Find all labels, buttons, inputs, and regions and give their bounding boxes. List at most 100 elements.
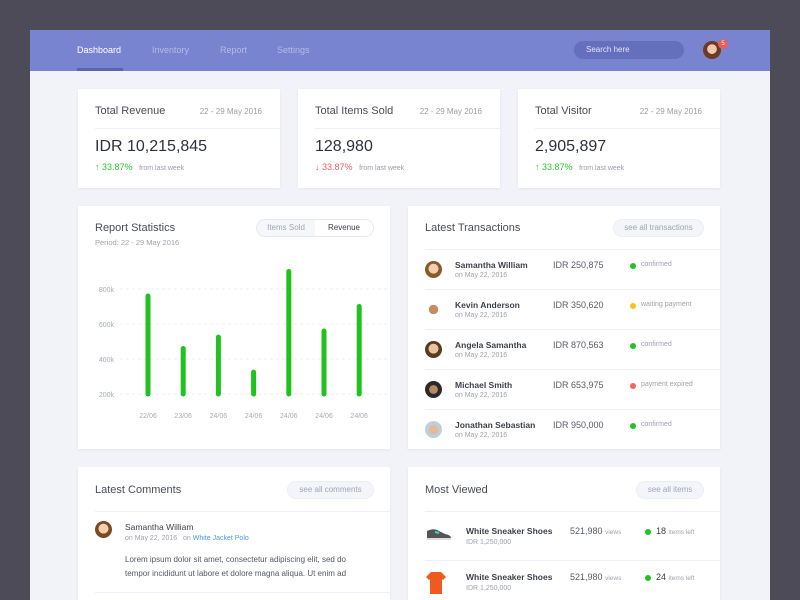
x-tick-label: 23/06 xyxy=(174,413,192,420)
toggle-items-sold[interactable]: Items Sold xyxy=(257,220,315,236)
transaction-date: on May 22, 2016 xyxy=(455,432,508,439)
stat-change: ↑ 33.87% from last week xyxy=(535,162,624,172)
divider xyxy=(315,128,500,129)
avatar xyxy=(425,301,442,318)
transaction-row[interactable]: Michael Smith on May 22, 2016 IDR 653,97… xyxy=(408,370,720,410)
notification-badge: 5 xyxy=(718,39,728,49)
user-avatar[interactable] xyxy=(703,41,721,59)
transaction-status: waiting payment xyxy=(641,301,692,308)
comment-meta: on May 22, 2016 on White Jacket Polo xyxy=(125,535,249,542)
see-all-comments-button[interactable]: see all comments xyxy=(287,481,374,499)
toggle-revenue[interactable]: Revenue xyxy=(315,220,373,236)
comment-author: Samantha William xyxy=(125,522,194,532)
arrow-up-icon: ↑ xyxy=(95,162,100,172)
x-tick-label: 24/06 xyxy=(210,413,228,420)
avatar xyxy=(425,381,442,398)
comment-item-link[interactable]: White Jacket Polo xyxy=(192,535,249,542)
see-all-transactions-button[interactable]: see all transactions xyxy=(613,219,704,237)
transaction-status: confirmed xyxy=(641,261,672,268)
views-label: views xyxy=(605,575,622,582)
status-dot xyxy=(630,343,636,349)
product-price: IDR 1,250,000 xyxy=(466,539,512,546)
view-count-wrap: 521,980 views xyxy=(570,526,621,536)
y-tick-label: 600k xyxy=(99,322,115,329)
nav-inventory[interactable]: Inventory xyxy=(152,45,190,55)
x-tick-label: 24/06 xyxy=(350,413,368,420)
view-count: 521,980 xyxy=(570,526,603,536)
items-left-label: items left xyxy=(668,529,695,536)
stat-title: Total Revenue xyxy=(95,105,166,117)
change-caption: from last week xyxy=(139,165,185,172)
nav-dashboard[interactable]: Dashboard xyxy=(77,45,122,55)
y-tick-label: 400k xyxy=(99,357,115,364)
transaction-row[interactable]: Angela Samantha on May 22, 2016 IDR 870,… xyxy=(408,330,720,370)
stat-card: Total Visitor 22 - 29 May 2016 2,905,897… xyxy=(518,89,720,188)
stat-date: 22 - 29 May 2016 xyxy=(639,107,702,116)
divider xyxy=(535,128,720,129)
transaction-amount: IDR 870,563 xyxy=(553,340,604,350)
comment-text-line: tempor incididunt ut labore et dolore ma… xyxy=(125,569,347,578)
transaction-row[interactable]: Jonathan Sebastian on May 22, 2016 IDR 9… xyxy=(408,410,720,450)
divider xyxy=(425,409,720,410)
stat-title: Total Visitor xyxy=(535,105,592,117)
status-dot xyxy=(630,303,636,309)
transaction-amount: IDR 350,620 xyxy=(553,300,604,310)
stock-dot xyxy=(645,575,651,581)
tshirt-icon xyxy=(425,571,447,600)
stat-value: IDR 10,215,845 xyxy=(95,138,208,155)
nav-report[interactable]: Report xyxy=(220,45,248,55)
card-title: Latest Comments xyxy=(95,484,182,496)
x-tick-label: 24/06 xyxy=(315,413,333,420)
y-tick-label: 200k xyxy=(99,392,115,399)
card-title: Most Viewed xyxy=(425,484,488,496)
change-percent: 33.87% xyxy=(542,162,573,172)
search-input[interactable]: Search here xyxy=(574,41,684,59)
transaction-row[interactable]: Samantha William on May 22, 2016 IDR 250… xyxy=(408,250,720,290)
stock-wrap: 18 items left xyxy=(656,526,695,536)
most-viewed-card: Most Viewed see all items White Sneaker … xyxy=(408,467,720,600)
nav-settings[interactable]: Settings xyxy=(277,45,310,55)
stat-change: ↑ 33.87% from last week xyxy=(95,162,184,172)
transaction-row[interactable]: Kevin Anderson on May 22, 2016 IDR 350,6… xyxy=(408,290,720,330)
revenue-bar-chart: 200k 400k 600k 800k 22/06 23/06 24/06 24/06 24/0… xyxy=(99,269,390,420)
latest-comments-card: Latest Comments see all comments Samanth… xyxy=(78,467,390,600)
transaction-amount: IDR 950,000 xyxy=(553,420,604,430)
avatar xyxy=(425,421,442,438)
stat-date: 22 - 29 May 2016 xyxy=(199,107,262,116)
product-name: White Sneaker Shoes xyxy=(466,572,553,582)
transaction-date: on May 22, 2016 xyxy=(455,392,508,399)
product-price: IDR 1,250,000 xyxy=(466,585,512,592)
report-statistics-card: Report Statistics Period: 22 - 29 May 20… xyxy=(78,206,390,449)
product-name: White Sneaker Shoes xyxy=(466,526,553,536)
divider xyxy=(425,289,720,290)
comment-text-line: Lorem ipsum dolor sit amet, consectetur … xyxy=(125,555,346,564)
stock-wrap: 24 items left xyxy=(656,572,695,582)
status-dot xyxy=(630,423,636,429)
period-label: Period: 22 - 29 May 2016 xyxy=(95,238,180,247)
views-label: views xyxy=(605,529,622,536)
items-left-label: items left xyxy=(668,575,695,582)
view-count-wrap: 521,980 views xyxy=(570,572,621,582)
status-dot xyxy=(630,263,636,269)
sneaker-icon xyxy=(425,525,453,546)
divider xyxy=(95,511,390,512)
change-caption: from last week xyxy=(579,165,625,172)
change-percent: 33.87% xyxy=(322,162,353,172)
most-viewed-item[interactable]: White Sneaker Shoes IDR 1,250,000 521,98… xyxy=(408,515,720,561)
items-left-count: 18 xyxy=(656,526,667,536)
divider xyxy=(425,249,720,250)
avatar xyxy=(425,261,442,278)
latest-transactions-card: Latest Transactions see all transactions… xyxy=(408,206,720,449)
change-percent: 33.87% xyxy=(102,162,133,172)
customer-name: Angela Samantha xyxy=(455,340,527,350)
transaction-date: on May 22, 2016 xyxy=(455,272,508,279)
card-title: Report Statistics xyxy=(95,222,176,234)
divider xyxy=(95,592,390,593)
arrow-up-icon: ↑ xyxy=(535,162,540,172)
dashboard-app: Dashboard Inventory Report Settings Sear… xyxy=(30,30,770,600)
most-viewed-item[interactable]: White Sneaker Shoes IDR 1,250,000 521,98… xyxy=(408,561,720,600)
transaction-date: on May 22, 2016 xyxy=(455,352,508,359)
comment-on: on xyxy=(183,535,191,542)
see-all-items-button[interactable]: see all items xyxy=(636,481,704,499)
comment-date: on May 22, 2016 xyxy=(125,535,178,542)
